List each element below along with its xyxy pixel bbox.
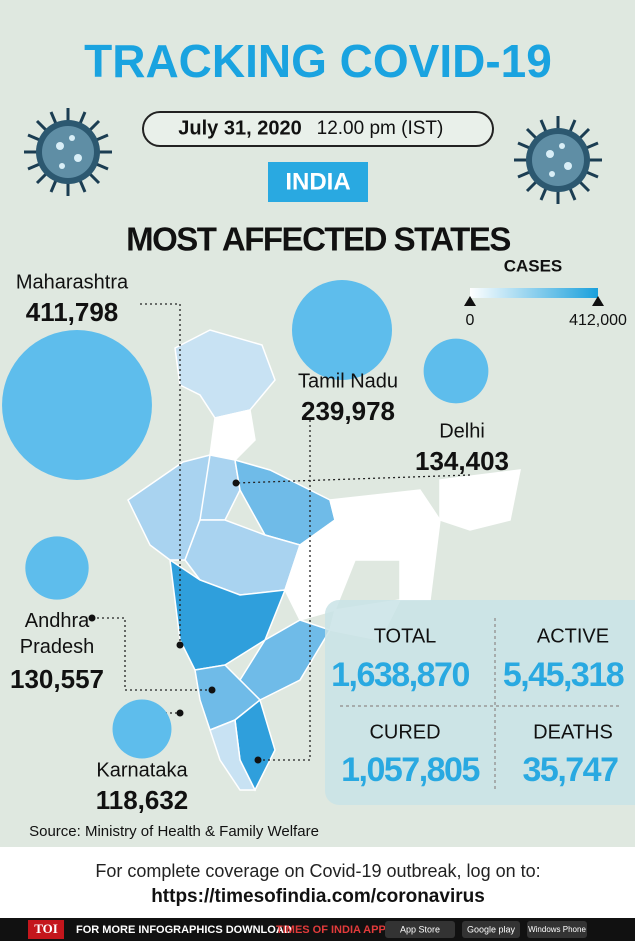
bar-text: FOR MORE INFOGRAPHICS DOWNLOAD (76, 924, 292, 936)
stat-value: 1,638,870 (331, 656, 469, 694)
bar-app: TIMES OF INDIA APP (276, 924, 386, 936)
state-bubble (423, 338, 489, 404)
state-bubble (2, 330, 152, 480)
india-map (127, 329, 521, 792)
store-text[interactable]: Google play (467, 924, 516, 934)
state-bubble (291, 279, 393, 381)
store-badge[interactable] (385, 921, 455, 938)
date-pill (142, 111, 494, 147)
toi-logo (28, 920, 64, 939)
store-badge[interactable] (527, 921, 587, 938)
subtitle: MOST AFFECTED STATES (126, 221, 510, 258)
state-name: Andhra Pradesh (20, 610, 95, 658)
legend-title: CASES (504, 256, 563, 275)
virus-icon (512, 114, 604, 206)
state-name: Delhi (439, 420, 485, 442)
stat-value: 1,057,805 (341, 751, 479, 789)
store-text[interactable]: App Store (400, 924, 440, 934)
store-text[interactable]: Windows Phone (528, 925, 586, 934)
legend-bar (470, 288, 598, 298)
state-labels: Maharashtra 411,798 Tamil Nadu 239,978 Delhi… (10, 271, 509, 815)
connector-dots (88, 479, 262, 764)
state-cases: 134,403 (415, 446, 509, 476)
stat-value: 5,45,318 (503, 656, 624, 694)
store-badge[interactable] (462, 921, 520, 938)
footer-text: For complete coverage on Covid-19 outbre… (95, 861, 540, 881)
state-cases: 118,632 (96, 785, 189, 815)
legend-min: 0 (466, 312, 475, 329)
date: July 31, 2020 (178, 117, 301, 139)
time: 12.00 pm (IST) (317, 118, 444, 139)
legend-max: 412,000 (569, 312, 627, 329)
state-bubble (112, 699, 172, 759)
stats-box (325, 600, 635, 805)
state-name: Maharashtra (16, 271, 129, 293)
stat-label: ACTIVE (537, 625, 609, 647)
state-bubble (25, 536, 89, 600)
source: Source: Ministry of Health & Family Welf… (29, 823, 319, 840)
country: INDIA (285, 168, 350, 195)
state-cases: 130,557 (10, 664, 104, 694)
bubbles (2, 279, 489, 759)
stat-label: CURED (369, 721, 440, 743)
stat-value: 35,747 (523, 751, 619, 789)
stat-label: DEATHS (533, 721, 613, 743)
state-cases: 411,798 (26, 297, 119, 327)
stats-dividers (340, 618, 620, 790)
logo-text: TOI (34, 921, 58, 936)
virus-icon (22, 106, 114, 198)
stat-label: TOTAL (374, 625, 437, 647)
footer (0, 847, 635, 918)
country-box (268, 162, 368, 202)
footer-url: https://timesofindia.com/coronavirus (151, 886, 485, 907)
state-name: Tamil Nadu (298, 370, 398, 392)
state-name: Karnataka (96, 759, 188, 781)
state-cases: 239,978 (301, 396, 395, 426)
title: TRACKING COVID-19 (84, 35, 552, 87)
